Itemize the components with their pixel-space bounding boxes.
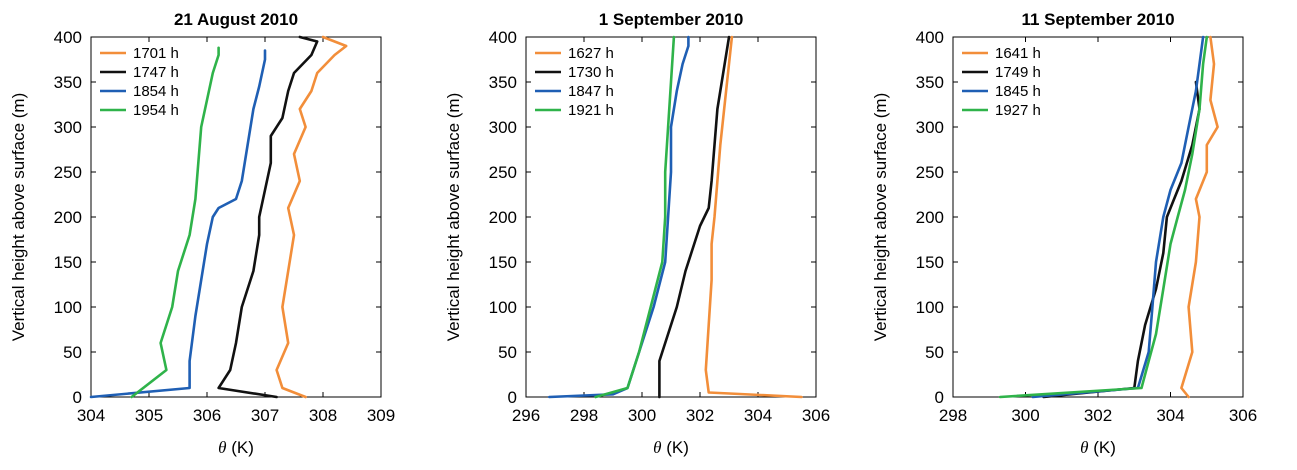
y-tick-label: 350 — [916, 73, 944, 92]
x-tick-label: 308 — [309, 406, 337, 425]
series-line-1747-h — [217, 35, 319, 399]
series-line-1921-h — [594, 35, 676, 399]
series-line-1641-h — [1180, 35, 1219, 399]
y-tick-label: 250 — [916, 163, 944, 182]
y-tick-label: 50 — [498, 343, 517, 362]
x-tick-label: 298 — [939, 406, 967, 425]
legend-label: 1854 h — [133, 83, 179, 100]
series-line-1749-h — [1042, 80, 1201, 399]
y-tick-label: 400 — [489, 28, 517, 47]
x-tick-label: 302 — [1084, 406, 1112, 425]
y-tick-label: 250 — [54, 163, 82, 182]
y-tick-label: 0 — [935, 388, 944, 407]
x-axis-unit-text: (K) — [231, 438, 254, 457]
x-axis-unit-text: (K) — [1093, 438, 1116, 457]
series-line-1627-h — [704, 35, 803, 399]
legend-label: 1747 h — [133, 64, 179, 81]
y-tick-label: 300 — [489, 118, 517, 137]
y-tick-label: 100 — [489, 298, 517, 317]
chart-panel-2: 1 September 2010 296 298 300 302 304 306 0 50 100… — [444, 10, 830, 457]
x-axis-unit-text: (K) — [666, 438, 689, 457]
x-tick-label: 304 — [1156, 406, 1184, 425]
y-axis-label: Vertical height above surface (m) — [871, 93, 890, 342]
legend: 1641 h 1749 h 1845 h 1927 h — [962, 45, 1041, 119]
x-axis-symbol: θ — [218, 438, 226, 457]
y-tick-label: 150 — [489, 253, 517, 272]
x-tick-label: 304 — [744, 406, 772, 425]
legend-label: 1701 h — [133, 45, 179, 62]
y-tick-label: 150 — [916, 253, 944, 272]
series-line-1730-h — [658, 35, 731, 399]
series-line-1845-h — [1031, 35, 1205, 399]
x-tick-label: 307 — [251, 406, 279, 425]
series-line-1854-h — [89, 49, 267, 399]
y-tick-label: 400 — [54, 28, 82, 47]
legend-label: 1845 h — [995, 83, 1041, 100]
x-tick-label: 305 — [135, 406, 163, 425]
legend: 1627 h 1730 h 1847 h 1921 h — [535, 45, 614, 119]
x-tick-label: 300 — [628, 406, 656, 425]
y-tick-label: 50 — [925, 343, 944, 362]
y-tick-label: 0 — [508, 388, 517, 407]
x-axis-symbol: θ — [1080, 438, 1088, 457]
series-line-1954-h — [130, 46, 220, 399]
legend-label: 1921 h — [568, 102, 614, 119]
x-tick-label: 298 — [570, 406, 598, 425]
legend-label: 1641 h — [995, 45, 1041, 62]
x-axis-label: θ (K) — [653, 438, 689, 457]
x-axis-symbol: θ — [653, 438, 661, 457]
y-tick-label: 100 — [916, 298, 944, 317]
legend: 1701 h 1747 h 1854 h 1954 h — [100, 45, 179, 119]
chart-title: 21 August 2010 — [174, 10, 298, 29]
legend-label: 1627 h — [568, 45, 614, 62]
legend-label: 1927 h — [995, 102, 1041, 119]
series-line-1701-h — [275, 35, 348, 399]
x-tick-label: 306 — [1229, 406, 1257, 425]
x-tick-label: 296 — [512, 406, 540, 425]
y-tick-label: 50 — [63, 343, 82, 362]
chart-panel-1: 21 August 2010 304 305 306 307 308 309 0 50 100 15… — [9, 10, 395, 457]
x-axis-label: θ (K) — [218, 438, 254, 457]
x-tick-label: 306 — [193, 406, 221, 425]
y-tick-label: 0 — [73, 388, 82, 407]
y-axis-label: Vertical height above surface (m) — [444, 93, 463, 342]
y-tick-label: 200 — [489, 208, 517, 227]
y-axis-label: Vertical height above surface (m) — [9, 93, 28, 342]
y-tick-label: 200 — [54, 208, 82, 227]
legend-label: 1954 h — [133, 102, 179, 119]
y-tick-label: 150 — [54, 253, 82, 272]
x-tick-label: 302 — [686, 406, 714, 425]
legend-label: 1730 h — [568, 64, 614, 81]
legend-label: 1749 h — [995, 64, 1041, 81]
y-tick-label: 200 — [916, 208, 944, 227]
y-tick-label: 400 — [916, 28, 944, 47]
y-tick-label: 350 — [54, 73, 82, 92]
chart-title: 1 September 2010 — [599, 10, 744, 29]
x-axis-label: θ (K) — [1080, 438, 1116, 457]
chart-panel-3: 11 September 2010 298 300 302 304 306 0 50 100 15… — [871, 10, 1257, 457]
x-tick-label: 306 — [802, 406, 830, 425]
y-tick-label: 100 — [54, 298, 82, 317]
y-tick-label: 350 — [489, 73, 517, 92]
x-tick-label: 304 — [77, 406, 105, 425]
chart-title: 11 September 2010 — [1021, 10, 1174, 29]
legend-label: 1847 h — [568, 83, 614, 100]
series-line-1927-h — [998, 35, 1209, 399]
y-tick-label: 300 — [916, 118, 944, 137]
x-tick-label: 300 — [1011, 406, 1039, 425]
x-tick-label: 309 — [367, 406, 395, 425]
y-tick-label: 250 — [489, 163, 517, 182]
y-tick-label: 300 — [54, 118, 82, 137]
